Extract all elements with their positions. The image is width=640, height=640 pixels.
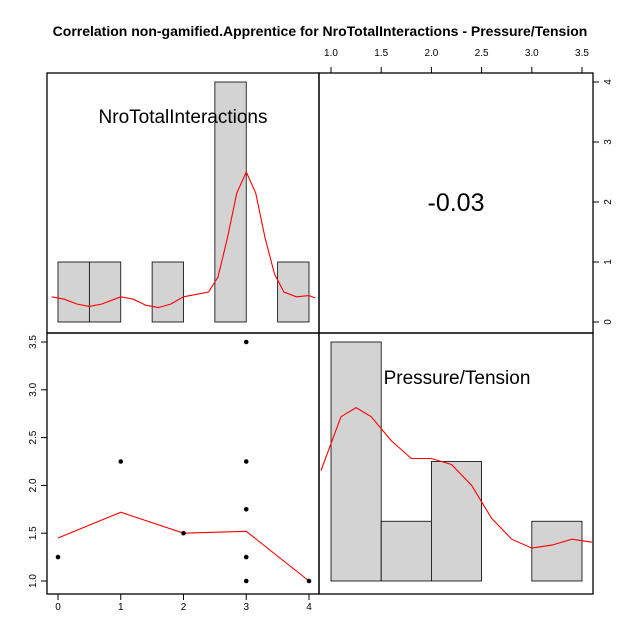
top-axis-tick-label: 1.0 (324, 48, 338, 59)
x-axis-tick-label: 4 (306, 602, 312, 613)
y-axis-tick-label: 1.0 (28, 574, 39, 588)
scatter-point (243, 507, 249, 512)
histogram-bar (214, 81, 247, 323)
scatter-point (55, 554, 61, 560)
y-axis-tick-label: 3.0 (28, 382, 39, 396)
histogram-bar (57, 261, 90, 323)
density-curve-line (320, 407, 593, 549)
x-axis-tick-label: 2 (181, 602, 187, 613)
top-axis-tick-label: 2.0 (424, 48, 438, 59)
y-axis-tick-label: 2.0 (28, 478, 39, 492)
panel-frame (318, 332, 594, 595)
y-axis-tick-label: 3.5 (28, 335, 39, 349)
histogram-bar (330, 341, 382, 582)
top-axis-tick-label: 1.5 (374, 48, 388, 59)
scatter-point (181, 530, 186, 536)
histogram-bar (380, 520, 432, 582)
x-axis-tick-label: 0 (55, 602, 61, 613)
density-curve-line (51, 170, 316, 309)
right-axis-tick-label: 4 (603, 79, 614, 85)
histogram-bar (531, 520, 583, 582)
y-axis-tick-label: 1.5 (28, 526, 39, 540)
variable-label: NroTotalInteractions (99, 107, 268, 128)
panel-correlation-value: -0.03 (428, 189, 485, 217)
scatter-point (243, 578, 249, 584)
histogram-bar (277, 261, 310, 323)
scatter-point (243, 339, 249, 345)
y-axis-tick-label: 2.5 (28, 430, 39, 444)
panel-frame (46, 332, 320, 595)
histogram-bar (151, 261, 184, 323)
top-axis-tick-label: 2.5 (475, 48, 489, 59)
smooth-fit-line (57, 511, 310, 582)
right-axis-tick-label: 0 (603, 319, 614, 325)
right-axis-tick-label: 1 (603, 259, 614, 265)
top-axis-tick-label: 3.0 (525, 48, 539, 59)
scatter-point (243, 554, 249, 560)
right-axis-tick-label: 3 (603, 139, 614, 145)
histogram-bar (430, 461, 482, 582)
scatter-point (118, 459, 124, 464)
x-axis-tick-label: 1 (118, 602, 124, 613)
top-axis-tick-label: 3.5 (575, 48, 589, 59)
axes-group: 0 1 2 3 4 1.0 1.5 2.0 2.5 3.0 3.5 1.0 1.5 2.0 2.5 3.0 3.… (28, 48, 614, 613)
panel-histogram-pressure-tension: Pressure/Tension (320, 341, 593, 582)
chart-title: Correlation non-gamified.Apprentice for … (53, 23, 588, 39)
panel-histogram-nrototalinteractions: NroTotalInteractions (51, 81, 316, 323)
panel-scatter-plot (55, 339, 312, 584)
histogram-bar (88, 261, 122, 323)
right-axis-tick-label: 2 (603, 199, 614, 205)
scatter-point (306, 578, 312, 584)
scatter-point (243, 459, 249, 464)
correlation-value: -0.03 (428, 189, 485, 217)
variable-label: Pressure/Tension (384, 368, 531, 389)
x-axis-tick-label: 3 (243, 602, 249, 613)
